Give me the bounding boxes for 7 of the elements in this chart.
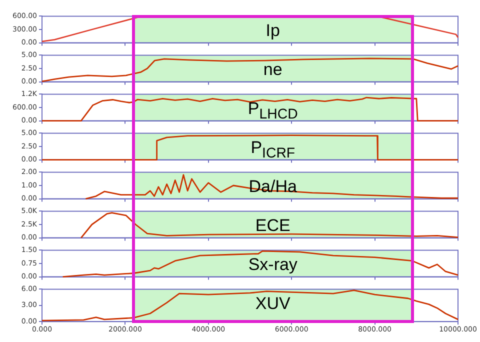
annotation: P$_{LHCD}$ — [248, 99, 298, 122]
annotation: Sx-ray — [248, 255, 298, 274]
annotation: XUV — [255, 294, 290, 313]
annotation: ne — [263, 60, 282, 79]
annotation: Ip — [266, 21, 280, 40]
annotation: ECE — [255, 216, 290, 235]
annotation: P$_{ICRF}$ — [250, 138, 296, 162]
